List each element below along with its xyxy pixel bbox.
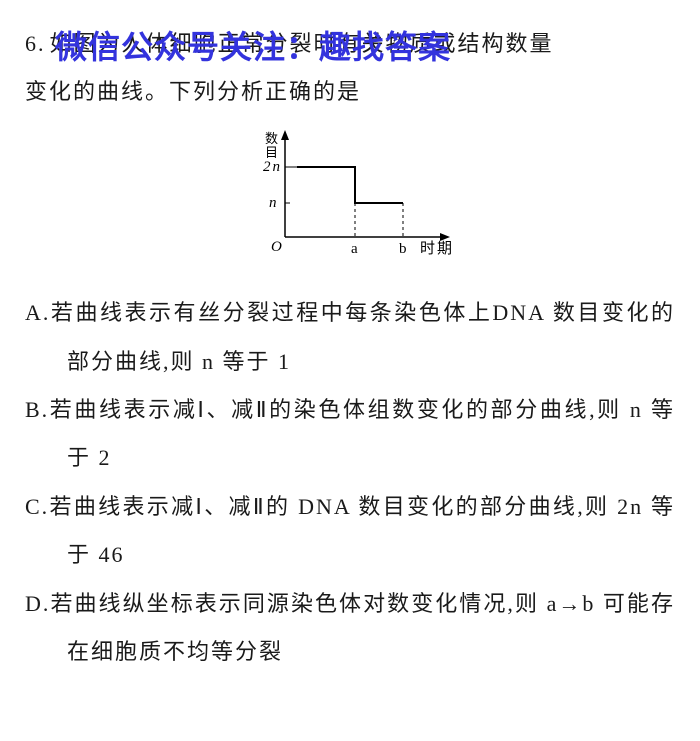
option-b: B.若曲线表示减Ⅰ、减Ⅱ的染色体组数变化的部分曲线,则 n 等于 2 — [25, 386, 675, 483]
option-c: C.若曲线表示减Ⅰ、减Ⅱ的 DNA 数目变化的部分曲线,则 2n 等于 46 — [25, 483, 675, 580]
y-axis-glyph-2: 目 — [265, 145, 280, 160]
option-a-letter: A. — [25, 300, 50, 325]
option-c-letter: C. — [25, 494, 49, 519]
chart-figure: 数 目 2n n O a b 时期 — [25, 127, 675, 274]
option-a: A.若曲线表示有丝分裂过程中每条染色体上DNA 数目变化的部分曲线,则 n 等于… — [25, 289, 675, 386]
y-axis-glyph-1: 数 — [265, 131, 280, 146]
option-b-text: 若曲线表示减Ⅰ、减Ⅱ的染色体组数变化的部分曲线,则 n 等于 2 — [49, 397, 675, 470]
origin-label: O — [271, 239, 284, 255]
option-d-letter: D. — [25, 591, 50, 616]
option-d: D.若曲线纵坐标表示同源染色体对数变化情况,则 a→b 可能存在细胞质不均等分裂 — [25, 580, 675, 677]
x-tick-a: a — [351, 241, 360, 257]
question-number: 6. — [25, 20, 46, 68]
y-axis-arrow-icon — [281, 130, 289, 140]
x-axis-arrow-icon — [440, 233, 450, 241]
step-chart-svg: 数 目 2n n O a b 时期 — [235, 127, 465, 257]
option-d-text: 若曲线纵坐标表示同源染色体对数变化情况,则 a→b 可能存在细胞质不均等分裂 — [50, 591, 675, 664]
x-tick-b: b — [399, 241, 409, 257]
question-block: 微信公众号关注：趣找答案 6. 如图为人体细胞正常分裂时有关物质或结构数量 变化… — [25, 20, 675, 676]
y-tick-2n: 2n — [263, 159, 282, 175]
watermark-overlay: 微信公众号关注：趣找答案 — [55, 12, 451, 82]
option-a-text: 若曲线表示有丝分裂过程中每条染色体上DNA 数目变化的部分曲线,则 n 等于 1 — [50, 300, 675, 373]
option-b-letter: B. — [25, 397, 49, 422]
x-axis-label: 时期 — [420, 240, 454, 257]
step-line — [297, 167, 403, 203]
y-tick-n: n — [269, 195, 279, 211]
stem-text-2: 变化的曲线。下列分析正确的是 — [25, 79, 361, 104]
option-c-text: 若曲线表示减Ⅰ、减Ⅱ的 DNA 数目变化的部分曲线,则 2n 等于 46 — [49, 494, 675, 567]
